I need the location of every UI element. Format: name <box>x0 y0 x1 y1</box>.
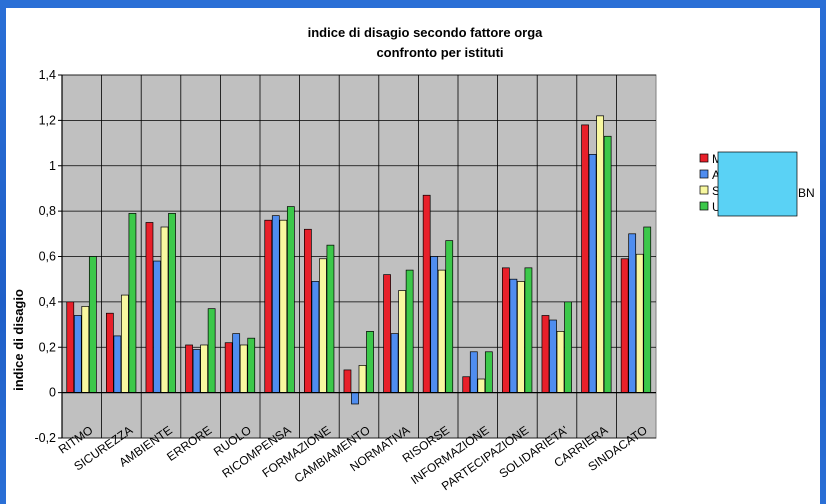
bar-U-7 <box>366 331 374 393</box>
bar-M-0 <box>66 301 75 393</box>
bar-M-11 <box>502 267 510 393</box>
bar-S-8 <box>398 290 406 393</box>
bar-S-1 <box>121 294 129 393</box>
legend-label-S: S <box>712 184 720 198</box>
bar-A-14 <box>628 233 637 393</box>
bar-U-13 <box>603 135 612 393</box>
bar-A-11 <box>509 278 518 393</box>
bar-M-3 <box>185 344 193 393</box>
y-tick-label: 0,2 <box>39 340 56 354</box>
bar-U-12 <box>564 301 572 393</box>
bar-S-9 <box>437 269 446 393</box>
legend-swatch-M <box>699 153 709 163</box>
bar-S-6 <box>319 258 327 393</box>
bar-A-9 <box>430 256 439 393</box>
bar-S-14 <box>635 253 644 393</box>
bar-U-1 <box>128 213 137 393</box>
y-tick-label: -0,2 <box>34 431 56 445</box>
bar-A-7 <box>351 392 359 405</box>
legend-swatch-U <box>699 201 709 211</box>
bar-S-12 <box>556 331 565 393</box>
bar-A-13 <box>588 154 597 393</box>
bar-M-10 <box>462 376 471 393</box>
bar-M-13 <box>581 124 589 393</box>
y-tick-label: 1,2 <box>39 113 56 127</box>
bar-A-8 <box>390 333 399 393</box>
legend-label-U: U <box>712 200 721 214</box>
bar-M-5 <box>264 219 273 393</box>
bar-U-4 <box>247 337 256 393</box>
y-tick-label: 1 <box>49 159 56 173</box>
y-tick-label: 0 <box>49 386 56 400</box>
y-axis-label: indice di disagio <box>11 289 26 391</box>
bar-S-4 <box>239 344 248 393</box>
bar-A-0 <box>73 315 82 393</box>
bar-U-3 <box>207 308 216 393</box>
bar-U-9 <box>445 240 454 393</box>
bar-U-6 <box>326 244 335 393</box>
chart-subtitle: confronto per istituti <box>376 45 503 60</box>
bar-A-1 <box>113 335 122 393</box>
bar-S-13 <box>596 115 604 393</box>
bar-S-5 <box>279 219 288 393</box>
bar-U-5 <box>286 206 295 393</box>
bar-M-14 <box>620 258 629 393</box>
bar-S-2 <box>160 226 169 393</box>
bar-U-2 <box>168 213 176 393</box>
bar-U-14 <box>643 226 652 393</box>
bar-A-10 <box>469 351 478 393</box>
bar-M-1 <box>106 312 114 393</box>
bar-M-12 <box>541 315 550 393</box>
bar-S-3 <box>200 344 208 393</box>
bar-U-8 <box>405 269 414 393</box>
legend-swatch-A <box>699 169 709 179</box>
bar-U-0 <box>88 256 97 393</box>
y-tick-label: 0,8 <box>39 204 56 218</box>
bar-S-10 <box>477 378 486 393</box>
bar-A-6 <box>311 281 320 393</box>
y-tick-label: 1,4 <box>39 68 56 82</box>
y-tick-label: 0,4 <box>39 295 56 309</box>
bar-A-12 <box>549 319 557 393</box>
bar-A-2 <box>153 260 161 393</box>
legend-overlay-text: BN <box>798 186 815 200</box>
legend-overlay-box <box>717 151 798 217</box>
bar-M-6 <box>304 228 312 393</box>
bar-M-7 <box>343 369 352 393</box>
bar-U-10 <box>484 351 493 393</box>
legend-label-A: A <box>712 168 720 182</box>
bar-M-2 <box>145 222 154 393</box>
chart-title: indice di disagio secondo fattore orga <box>308 25 544 40</box>
bar-M-4 <box>224 342 233 393</box>
bar-M-9 <box>422 194 431 393</box>
bar-A-3 <box>192 349 201 393</box>
bar-U-11 <box>524 267 533 393</box>
bar-S-0 <box>81 306 90 393</box>
bar-S-7 <box>358 365 367 393</box>
legend-label-M: M <box>712 152 722 166</box>
bar-A-5 <box>271 215 280 393</box>
bar-A-4 <box>232 333 241 393</box>
y-tick-label: 0,6 <box>39 250 56 264</box>
legend-swatch-S <box>699 185 709 195</box>
bar-S-11 <box>517 281 525 393</box>
bar-M-8 <box>383 274 391 393</box>
